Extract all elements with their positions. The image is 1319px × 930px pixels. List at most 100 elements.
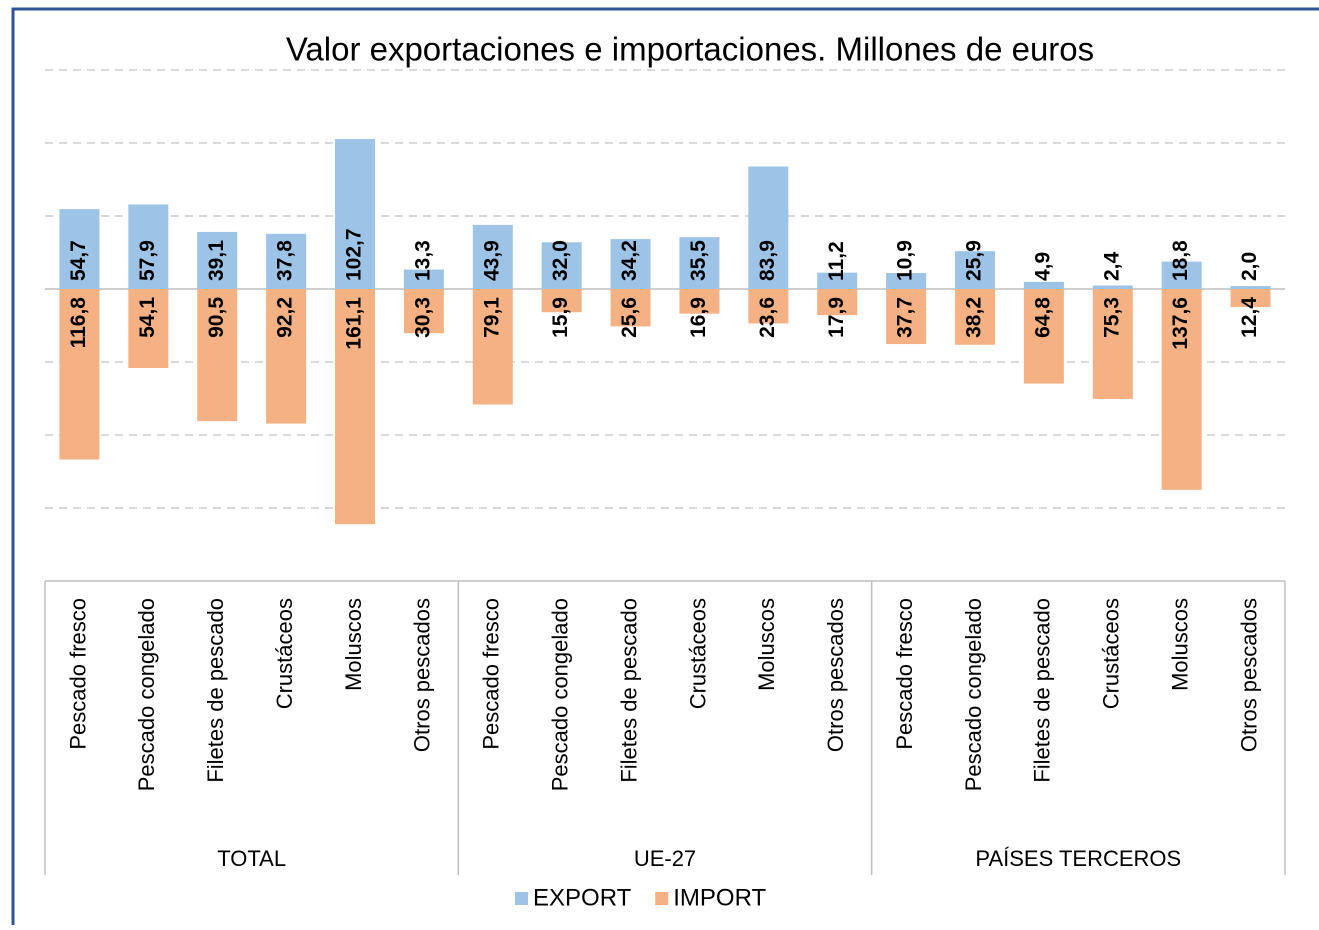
- bar: [128, 289, 169, 368]
- bar: [748, 289, 789, 324]
- data-label: 2,4: [1100, 251, 1123, 281]
- bar: [266, 289, 307, 424]
- x-tick-label: Crustáceos: [685, 598, 710, 709]
- data-label: 54,7: [67, 240, 90, 281]
- group-label: PAÍSES TERCEROS: [975, 846, 1181, 871]
- x-tick-label: Pescado congelado: [961, 598, 986, 791]
- bar: [403, 289, 444, 334]
- data-label: 4,9: [1031, 252, 1054, 281]
- x-tick-label: Pescado congelado: [134, 598, 159, 791]
- bar: [748, 166, 789, 289]
- data-label: 16,9: [687, 297, 710, 338]
- bar: [128, 204, 169, 289]
- data-label: 137,6: [1169, 297, 1192, 350]
- bar: [610, 239, 651, 289]
- x-tick-label: Otros pescados: [1236, 598, 1261, 752]
- x-tick-label: Crustáceos: [272, 598, 297, 709]
- data-label: 13,3: [411, 240, 434, 281]
- x-tick-label: Pescado congelado: [547, 598, 572, 791]
- bar: [817, 272, 858, 289]
- legend-swatch: [515, 892, 528, 905]
- bar: [679, 237, 720, 289]
- data-label: 83,9: [756, 240, 779, 281]
- bar: [955, 251, 995, 289]
- bar: [403, 269, 444, 289]
- bar: [59, 289, 100, 460]
- data-label: 35,5: [687, 240, 710, 281]
- bar: [679, 289, 720, 314]
- data-label: 161,1: [343, 297, 366, 350]
- data-label: 37,8: [274, 240, 297, 281]
- bar: [197, 289, 238, 422]
- data-label: 10,9: [894, 240, 917, 281]
- data-label: 17,9: [825, 297, 848, 338]
- data-label: 30,3: [411, 297, 434, 338]
- data-label: 75,3: [1100, 297, 1123, 338]
- data-label: 54,1: [136, 297, 159, 338]
- bar: [1092, 285, 1133, 289]
- chart-title: Valor exportaciones e importaciones. Mil…: [286, 31, 1094, 68]
- bar: [1230, 286, 1271, 289]
- data-label: 38,2: [963, 297, 986, 338]
- x-tick-label: Pescado fresco: [892, 598, 917, 750]
- data-label: 116,8: [67, 297, 90, 349]
- data-label: 102,7: [343, 228, 366, 281]
- bar: [335, 139, 375, 289]
- data-label: 37,7: [894, 297, 917, 338]
- x-tick-label: Pescado fresco: [65, 598, 90, 750]
- frame: [11, 7, 1319, 930]
- x-tick-label: Moluscos: [754, 598, 779, 691]
- bar: [1230, 289, 1271, 308]
- data-label: 92,2: [274, 297, 297, 338]
- data-label: 34,2: [618, 240, 641, 281]
- data-label: 2,0: [1238, 252, 1261, 281]
- x-tick-label: Pescado fresco: [479, 598, 504, 750]
- bar: [955, 289, 995, 345]
- bar: [610, 289, 651, 327]
- data-label: 90,5: [205, 297, 228, 338]
- data-label: 11,2: [825, 241, 848, 281]
- data-label: 39,1: [205, 240, 228, 281]
- bar: [335, 289, 375, 525]
- data-label: 23,6: [756, 297, 779, 338]
- bar: [472, 224, 513, 289]
- x-tick-label: Otros pescados: [823, 598, 848, 752]
- bar: [1092, 289, 1133, 399]
- x-tick-label: Otros pescados: [410, 598, 435, 752]
- bar: [59, 209, 100, 289]
- data-label: 32,0: [549, 240, 572, 281]
- legend-label: IMPORT: [673, 884, 766, 911]
- legend-swatch: [655, 892, 669, 905]
- x-tick-label: Moluscos: [341, 598, 366, 691]
- bar: [1161, 289, 1202, 490]
- data-label: 79,1: [480, 297, 503, 338]
- bar: [541, 242, 582, 289]
- group-label: TOTAL: [217, 846, 286, 871]
- data-label: 64,8: [1031, 297, 1054, 338]
- bar: [472, 289, 513, 405]
- bar: [541, 289, 582, 313]
- bar: [1023, 281, 1064, 289]
- data-label: 57,9: [136, 240, 159, 281]
- x-tick-label: Filetes de pescado: [203, 598, 228, 783]
- x-tick-label: Moluscos: [1167, 598, 1192, 691]
- x-tick-label: Crustáceos: [1099, 598, 1124, 709]
- data-label: 25,6: [618, 297, 641, 338]
- legend-label: EXPORT: [533, 884, 632, 911]
- group-label: UE-27: [634, 846, 696, 871]
- bar: [197, 231, 238, 289]
- bar: [1161, 261, 1202, 289]
- data-label: 12,4: [1238, 297, 1261, 338]
- data-label: 43,9: [480, 240, 503, 281]
- x-tick-label: Filetes de pescado: [1030, 598, 1055, 783]
- bar: [817, 289, 858, 316]
- bar: [886, 289, 927, 345]
- x-tick-label: Filetes de pescado: [616, 598, 641, 783]
- bar: [886, 273, 927, 289]
- bar: [266, 233, 307, 289]
- data-label: 15,9: [549, 297, 572, 338]
- data-label: 18,8: [1169, 240, 1192, 281]
- data-label: 25,9: [963, 240, 986, 281]
- bar: [1023, 289, 1064, 384]
